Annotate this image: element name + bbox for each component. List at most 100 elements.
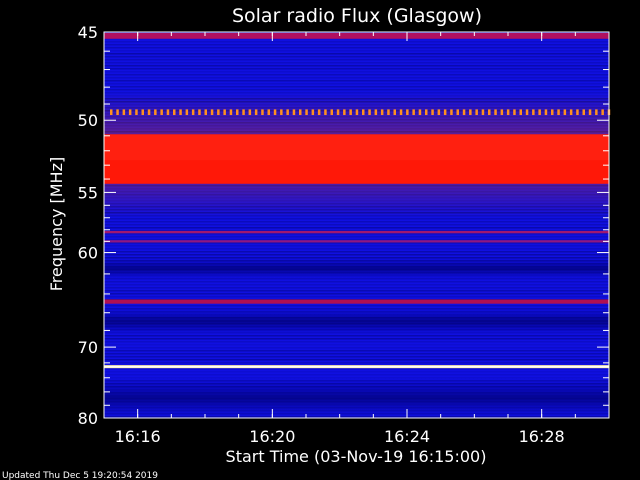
band-4	[104, 230, 609, 234]
band-1-dot	[494, 109, 497, 116]
background-striation	[104, 233, 609, 235]
band-1-dot	[399, 109, 403, 116]
band-1-dot	[116, 109, 119, 116]
y-tick-label: 55	[78, 183, 98, 202]
background-striation	[104, 371, 609, 373]
background-striation	[104, 245, 609, 247]
band-1-dot	[122, 109, 126, 116]
band-1-dot	[248, 109, 252, 116]
background-striation	[104, 341, 609, 343]
band-1-dot	[191, 109, 195, 116]
band-1-dot	[154, 109, 157, 116]
band-1-dot	[456, 109, 459, 116]
band-1-dot	[141, 109, 144, 116]
band-1-dot	[299, 109, 302, 116]
background-striation	[104, 77, 609, 79]
x-tick-label: 16:16	[115, 427, 161, 446]
band-5	[104, 240, 609, 243]
background-striation	[104, 287, 609, 289]
band-1-dot	[588, 109, 592, 116]
band-1-dot	[330, 109, 333, 116]
band-1-dot	[569, 109, 573, 116]
band-1-dot	[431, 109, 434, 116]
band-1-dot	[387, 109, 390, 116]
band-1-dot	[110, 109, 113, 116]
background-striation	[104, 83, 609, 85]
band-1-dot	[368, 109, 371, 116]
background-striation	[104, 59, 609, 61]
background-striation	[104, 362, 609, 364]
band-1-dot	[185, 109, 189, 116]
background-striation	[104, 296, 609, 298]
band-1-dot	[355, 109, 359, 116]
background-striation	[104, 56, 609, 58]
band-1-dot	[229, 109, 233, 116]
background-striation	[104, 50, 609, 52]
x-tick-label: 16:24	[384, 427, 430, 446]
y-axis-label: Frequency [MHz]	[47, 157, 66, 291]
band-1-dot	[317, 109, 321, 116]
background-striation	[104, 284, 609, 286]
band-1-dot	[204, 109, 207, 116]
background-striation	[104, 218, 609, 220]
band-1-dot	[462, 109, 466, 116]
band-1-dot	[393, 109, 396, 116]
band-1-dot	[525, 109, 529, 116]
background-striation	[104, 305, 609, 307]
band-0	[104, 32, 609, 39]
background-striation	[104, 353, 609, 355]
band-1-dot	[217, 109, 220, 116]
background-striation	[104, 44, 609, 46]
band-1-dot	[532, 109, 535, 116]
background-striation	[104, 230, 609, 232]
background-striation	[104, 221, 609, 223]
background-striation	[104, 65, 609, 67]
background-striation	[104, 257, 609, 259]
band-1-dot	[261, 109, 264, 116]
band-1-dot	[374, 109, 378, 116]
band-1-dot	[601, 109, 604, 116]
band-1-dot	[267, 109, 270, 116]
y-tick-label: 45	[78, 23, 98, 42]
background-striation	[104, 356, 609, 358]
background-striation	[104, 71, 609, 73]
band-1-dot	[582, 109, 585, 116]
band-3	[104, 160, 609, 184]
band-1-dot	[236, 109, 239, 116]
y-tick-label: 70	[78, 338, 98, 357]
background-striation	[104, 248, 609, 250]
band-1-dot	[210, 109, 214, 116]
band-1-dot	[443, 109, 447, 116]
band-1-dot	[362, 109, 365, 116]
background-striation	[104, 251, 609, 253]
band-1-dot	[475, 109, 478, 116]
background-striation	[104, 74, 609, 76]
dark-zone	[104, 377, 609, 418]
background-striation	[104, 377, 609, 379]
background-striation	[104, 239, 609, 241]
y-tick-label: 50	[78, 111, 98, 130]
plot-frame	[103, 31, 610, 419]
y-tick-label: 80	[78, 409, 98, 428]
x-tick-label: 16:28	[519, 427, 565, 446]
band-1-dot	[173, 109, 176, 116]
band-1-dot	[128, 109, 132, 116]
background-striation	[104, 293, 609, 295]
band-2	[104, 134, 609, 161]
band-1-dot	[557, 109, 560, 116]
background-striation	[104, 62, 609, 64]
band-1-dot	[469, 109, 472, 116]
band-1-dot	[166, 109, 170, 116]
band-1-dot	[292, 109, 296, 116]
background-striation	[104, 254, 609, 256]
band-1-dot	[544, 109, 548, 116]
x-tick-label: 16:20	[249, 427, 295, 446]
plot-area	[104, 32, 611, 418]
background-striation	[104, 290, 609, 292]
background-striation	[104, 281, 609, 283]
background-striation	[104, 224, 609, 226]
band-1-dot	[380, 109, 384, 116]
band-1-dot	[563, 109, 567, 116]
background-striation	[104, 47, 609, 49]
